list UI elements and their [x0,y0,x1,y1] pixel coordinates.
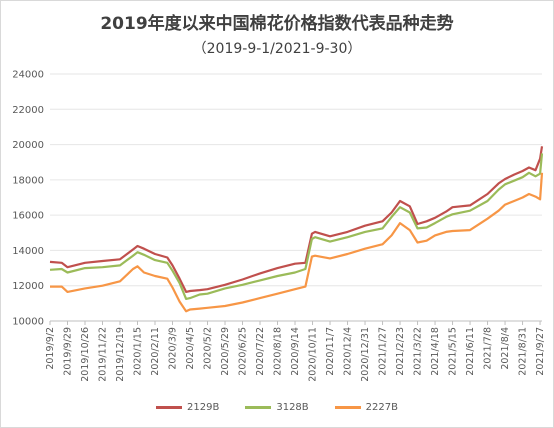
x-tick-label: 2021/8/31 [518,327,529,376]
x-tick-label: 2021/2/23 [395,327,406,376]
x-tick-label: 2020/12/4 [343,327,354,376]
x-axis-ticks: 2019/9/2 2019/9/29 2019/10/26 2019/11/22 201… [45,321,546,382]
x-tick-label: 2020/9/14 [290,327,301,376]
legend-label: 2129B [187,402,220,413]
x-tick-label: 2019/9/29 [63,327,74,376]
x-tick-label: 2021/6/11 [465,327,476,376]
gridlines [50,73,542,322]
y-tick-label: 16000 [12,211,44,222]
legend-swatch [156,406,183,409]
legend: 2129B 3128B 2227B [0,402,554,413]
x-tick-label: 2020/10/11 [308,327,319,382]
legend-label: 3128B [276,402,309,413]
x-tick-label: 2021/4/18 [430,327,441,376]
chart-title: 2019年度以来中国棉花价格指数代表品种走势 [100,14,454,34]
series-line-2227B [50,172,544,313]
x-tick-label: 2020/1/15 [133,327,144,376]
series-lines [49,146,544,313]
x-tick-label: 2019/11/22 [98,327,109,382]
x-tick-label: 2021/5/15 [448,327,459,376]
x-tick-label: 2020/11/7 [325,327,336,376]
x-tick-label: 2019/9/2 [45,327,56,370]
x-tick-label: 2020/8/18 [273,327,284,376]
x-tick-label: 2020/12/31 [360,327,371,382]
legend-label: 2227B [365,402,398,413]
legend-swatch [334,406,361,409]
x-tick-label: 2020/5/29 [220,327,231,376]
legend-item-2129B: 2129B [156,402,219,413]
legend-item-2227B: 2227B [334,402,398,413]
x-tick-label: 2020/3/9 [168,327,179,370]
y-tick-label: 22000 [12,105,44,116]
y-tick-label: 24000 [12,70,44,81]
x-tick-label: 2020/6/25 [238,327,249,376]
x-tick-label: 2021/1/27 [378,327,389,376]
y-tick-label: 20000 [12,140,44,151]
x-tick-label: 2021/9/27 [535,327,546,376]
x-tick-label: 2020/5/2 [203,327,214,370]
y-tick-label: 12000 [12,281,44,292]
x-tick-label: 2019/12/19 [115,327,126,382]
x-tick-label: 2021/3/22 [413,327,424,376]
chart-subtitle: （2019-9-1/2021-9-30） [192,41,362,57]
x-tick-label: 2021/7/8 [483,327,494,370]
legend-swatch [245,406,272,409]
x-tick-label: 2019/10/26 [80,327,91,382]
legend-item-3128B: 3128B [245,402,309,413]
y-tick-label: 10000 [12,317,44,328]
series-line-2129B [49,146,544,293]
x-tick-label: 2020/2/11 [150,327,161,376]
y-tick-label: 14000 [12,246,44,257]
series-line-3128B [49,153,544,300]
x-tick-label: 2020/4/5 [185,327,196,370]
y-axis-ticks: 10000 12000 14000 16000 18000 20000 22000 24000 [12,70,44,328]
y-tick-label: 18000 [12,175,44,186]
x-tick-label: 2021/8/4 [500,327,511,370]
x-tick-label: 2020/7/22 [255,327,266,376]
